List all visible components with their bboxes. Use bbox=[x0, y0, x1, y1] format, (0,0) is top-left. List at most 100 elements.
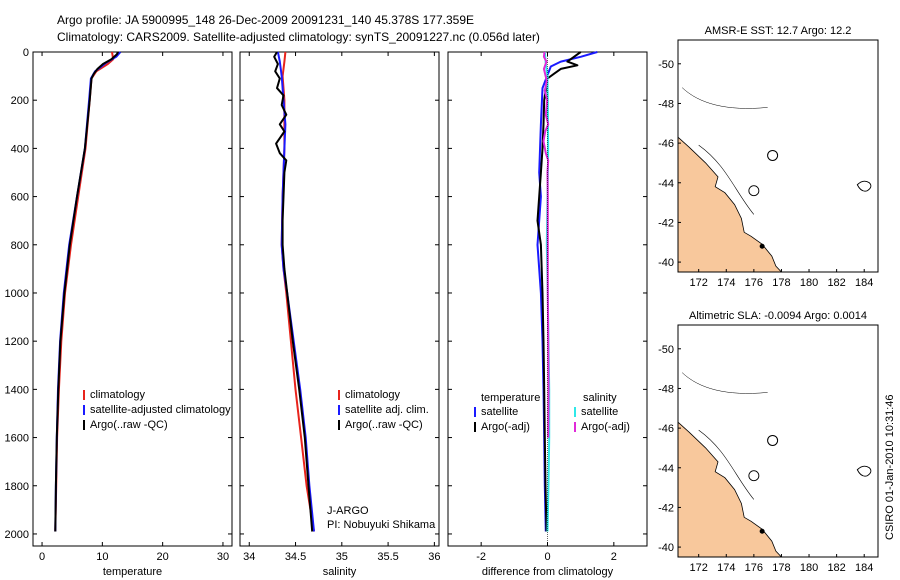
contour-line bbox=[698, 429, 755, 500]
map-ytick-label: -50 bbox=[658, 344, 674, 356]
depth-tick-label: 1400 bbox=[5, 384, 29, 396]
seamount-circle bbox=[748, 470, 760, 482]
map-xtick-label: 174 bbox=[717, 562, 735, 574]
sst_map-title: AMSR-E SST: 12.7 Argo: 12.2 bbox=[705, 25, 852, 37]
land-mass-shape bbox=[677, 421, 783, 558]
map-xtick-label: 180 bbox=[800, 277, 818, 289]
salinity-xlabel: salinity bbox=[323, 566, 357, 578]
contour-line bbox=[681, 372, 768, 394]
map-ytick-label: -48 bbox=[658, 98, 674, 110]
difference-panel: -2 0 2 difference from climatology temperatu… bbox=[447, 51, 648, 578]
sst_map-axes-box bbox=[677, 39, 879, 273]
sla-map-panel: Altimetric SLA: -0.0094 Argo: 0.0014 172 1… bbox=[658, 310, 879, 574]
float-position-marker bbox=[767, 434, 779, 446]
map-xtick-label: 172 bbox=[690, 562, 708, 574]
series-line-temperature-satellite bbox=[536, 51, 598, 532]
series-line-satellite-adj-clim- bbox=[276, 51, 315, 532]
depth-tick-label: 1200 bbox=[5, 336, 29, 348]
contour-line bbox=[698, 144, 755, 215]
salinity-xtick-label: 35 bbox=[336, 551, 348, 563]
map-ytick-label: -44 bbox=[658, 178, 674, 190]
temperature-xtick-label: 0 bbox=[39, 551, 45, 563]
map-xtick-label: 184 bbox=[855, 277, 873, 289]
series-line-temperature-argo-adj- bbox=[536, 51, 582, 532]
depth-tick-label: 1000 bbox=[5, 288, 29, 300]
legend-title-temperature: temperature bbox=[481, 392, 540, 404]
map-xtick-label: 184 bbox=[855, 562, 873, 574]
map-ytick-label: -44 bbox=[658, 463, 674, 475]
salinity-xtick-label: 36 bbox=[428, 551, 440, 563]
temperature-xtick-label: 30 bbox=[217, 551, 229, 563]
depth-tick-label: 2000 bbox=[5, 529, 29, 541]
depth-tick-label: 600 bbox=[11, 192, 29, 204]
temperature-xlabel: temperature bbox=[103, 566, 162, 578]
depth-tick-label: 200 bbox=[11, 95, 29, 107]
depth-tick-label: 0 bbox=[23, 47, 29, 59]
legend-entry: climatology bbox=[345, 389, 401, 401]
map-xtick-label: 178 bbox=[772, 562, 790, 574]
salinity-panel: 34 34.5 35 35.5 36 salinity climatology satelli… bbox=[239, 51, 440, 578]
chatham-islands-shape bbox=[856, 465, 872, 477]
header-line-1: Argo profile: JA 5900995_148 26-Dec-2009… bbox=[57, 13, 474, 27]
salinity-xtick-label: 34.5 bbox=[285, 551, 306, 563]
seamount-circle bbox=[748, 185, 760, 197]
difference-xtick-label: 2 bbox=[611, 551, 617, 563]
map-xtick-label: 182 bbox=[827, 277, 845, 289]
difference-xtick-label: 0 bbox=[544, 551, 550, 563]
map-ytick-label: -42 bbox=[658, 217, 674, 229]
legend-entry: Argo(-adj) bbox=[481, 421, 530, 433]
map-xtick-label: 174 bbox=[717, 277, 735, 289]
header-line-2: Climatology: CARS2009. Satellite-adjuste… bbox=[57, 30, 540, 44]
map-ytick-label: -46 bbox=[658, 138, 674, 150]
difference-xtick-label: -2 bbox=[476, 551, 486, 563]
map-ytick-label: -40 bbox=[658, 542, 674, 554]
map-xtick-label: 176 bbox=[745, 277, 763, 289]
float-position-marker bbox=[767, 149, 779, 161]
legend-entry: satellite bbox=[581, 406, 618, 418]
map-xtick-label: 176 bbox=[745, 562, 763, 574]
depth-tick-label: 1800 bbox=[5, 481, 29, 493]
map-ytick-label: -40 bbox=[658, 257, 674, 269]
legend-entry: Argo(..raw -QC) bbox=[90, 419, 168, 431]
temperature-panel: 0 10 20 30 0 200 400 600 800 1000 1200 1400 1600 1800… bbox=[5, 47, 233, 578]
temperature-xtick-label: 10 bbox=[96, 551, 108, 563]
sla_map-title: Altimetric SLA: -0.0094 Argo: 0.0014 bbox=[689, 310, 867, 322]
pi-annotation: J-ARGO bbox=[327, 505, 369, 517]
depth-tick-label: 1600 bbox=[5, 433, 29, 445]
map-xtick-label: 180 bbox=[800, 562, 818, 574]
map-xtick-label: 178 bbox=[772, 277, 790, 289]
salinity-axes-box bbox=[239, 51, 440, 547]
land-mass-shape bbox=[677, 136, 783, 273]
contour-line bbox=[681, 87, 768, 109]
legend-entry: climatology bbox=[90, 389, 146, 401]
map-ytick-label: -48 bbox=[658, 383, 674, 395]
legend-entry: Argo(..raw -QC) bbox=[345, 419, 423, 431]
legend-entry: satellite adj. clim. bbox=[345, 404, 429, 416]
series-line-argo-raw-qc- bbox=[273, 51, 314, 532]
map-ytick-label: -42 bbox=[658, 502, 674, 514]
legend-title-salinity: salinity bbox=[583, 392, 617, 404]
series-line-argo-raw-qc- bbox=[54, 51, 119, 532]
legend-entry: Argo(-adj) bbox=[581, 421, 630, 433]
difference-xlabel: difference from climatology bbox=[482, 566, 614, 578]
temperature-axes-box bbox=[32, 51, 233, 547]
map-ytick-label: -46 bbox=[658, 423, 674, 435]
chatham-islands-shape bbox=[856, 180, 872, 192]
depth-tick-label: 800 bbox=[11, 240, 29, 252]
legend-entry: satellite bbox=[481, 406, 518, 418]
map-ytick-label: -50 bbox=[658, 59, 674, 71]
salinity-xtick-label: 34 bbox=[243, 551, 255, 563]
legend-entry: satellite-adjusted climatology bbox=[90, 404, 231, 416]
temperature-xtick-label: 20 bbox=[157, 551, 169, 563]
argo-track-marker bbox=[759, 243, 765, 249]
sst-map-panel: AMSR-E SST: 12.7 Argo: 12.2 172 174 176 178 1… bbox=[658, 25, 879, 289]
pi-annotation: PI: Nobuyuki Shikama bbox=[327, 519, 436, 531]
sla_map-axes-box bbox=[677, 324, 879, 558]
argo-track-marker bbox=[759, 528, 765, 534]
map-xtick-label: 172 bbox=[690, 277, 708, 289]
salinity-xtick-label: 35.5 bbox=[377, 551, 398, 563]
map-xtick-label: 182 bbox=[827, 562, 845, 574]
credit-text: CSIRO 01-Jan-2010 10:31:46 bbox=[884, 394, 896, 540]
depth-tick-label: 400 bbox=[11, 143, 29, 155]
